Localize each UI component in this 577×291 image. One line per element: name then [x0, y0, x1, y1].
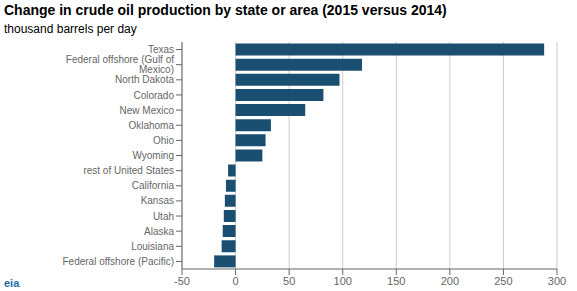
html-text:thousand barrels per day: thousand barrels per day	[4, 22, 137, 36]
svg-text:Ohio: Ohio	[153, 135, 175, 146]
svg-text:Louisiana: Louisiana	[131, 241, 174, 252]
svg-text:250: 250	[494, 275, 512, 287]
svg-text:300: 300	[548, 275, 566, 287]
html-text:Change in crude oil production: Change in crude oil production by state …	[4, 2, 447, 18]
svg-text:50: 50	[283, 275, 295, 287]
svg-text:200: 200	[441, 275, 459, 287]
svg-text:Kansas: Kansas	[141, 195, 174, 206]
svg-text:Federal offshore (Gulf ofMexic: Federal offshore (Gulf ofMexico)	[66, 54, 174, 75]
svg-text:rest of United States: rest of United States	[83, 165, 174, 176]
svg-text:Wyoming: Wyoming	[132, 150, 174, 161]
svg-text:Alaska: Alaska	[144, 226, 174, 237]
svg-text:Colorado: Colorado	[133, 90, 174, 101]
svg-text:California: California	[132, 180, 175, 191]
svg-text:New Mexico: New Mexico	[120, 105, 175, 116]
svg-text:Federal offshore (Pacific): Federal offshore (Pacific)	[62, 256, 174, 267]
svg-text:Oklahoma: Oklahoma	[128, 120, 174, 131]
svg-text:150: 150	[387, 275, 405, 287]
svg-text:Utah: Utah	[153, 211, 174, 222]
svg-text:0: 0	[233, 275, 239, 287]
html-text:eia: eia	[4, 277, 20, 289]
svg-text:-50: -50	[174, 275, 190, 287]
svg-text:Texas: Texas	[148, 44, 174, 55]
svg-text:North Dakota: North Dakota	[115, 74, 174, 85]
svg-text:100: 100	[334, 275, 352, 287]
